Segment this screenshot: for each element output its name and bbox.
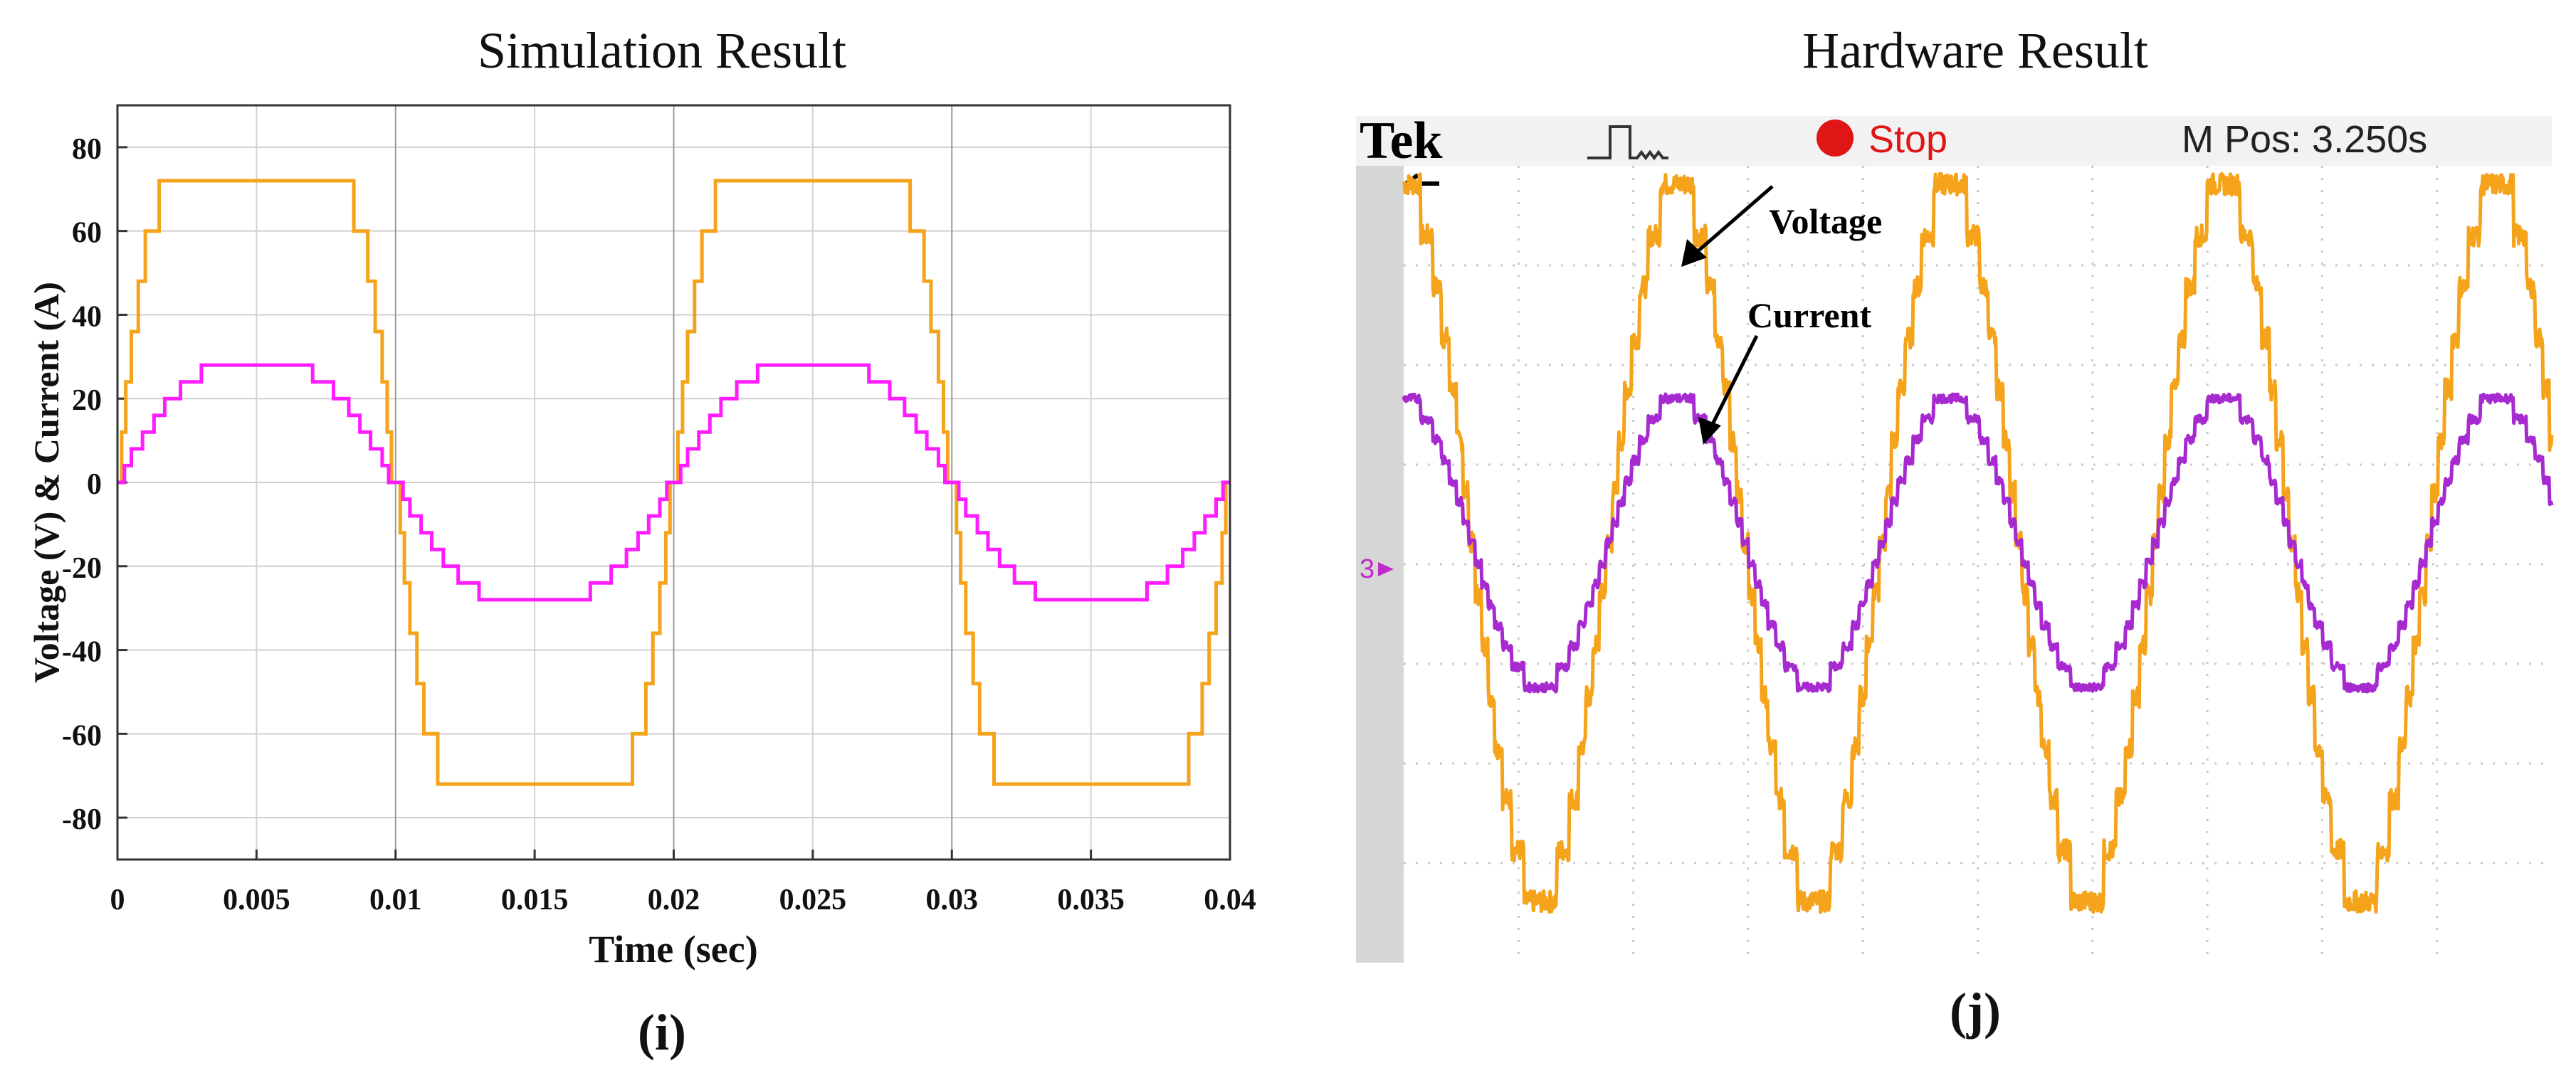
simulation-title: Simulation Result bbox=[478, 22, 846, 79]
stop-icon bbox=[1817, 120, 1854, 157]
simulation-x-axis-label: Time (sec) bbox=[589, 928, 757, 971]
series-current bbox=[117, 363, 1230, 602]
y-tick-label: 0 bbox=[87, 468, 102, 501]
hardware-title: Hardware Result bbox=[1802, 22, 2148, 79]
x-tick-label: 0.04 bbox=[1204, 884, 1256, 916]
current-annotation-arrow bbox=[1706, 334, 1759, 434]
x-tick-label: 0.025 bbox=[779, 884, 847, 916]
simulation-y-axis-label: Voltage (V) & Current (A) bbox=[26, 282, 66, 683]
current-annotation: Current bbox=[1747, 295, 1871, 335]
channel-marker-arrow-icon bbox=[1378, 562, 1394, 576]
x-tick-label: 0.005 bbox=[223, 884, 290, 916]
simulation-caption: (i) bbox=[638, 1004, 686, 1061]
scope-brand: Tek bbox=[1360, 112, 1443, 170]
simulation-grid bbox=[117, 105, 1230, 860]
voltage-arrowhead-icon bbox=[1681, 239, 1707, 267]
y-tick-label: 40 bbox=[72, 300, 102, 333]
y-tick-label: 80 bbox=[72, 133, 102, 166]
y-tick-label: 20 bbox=[72, 384, 102, 417]
scope-series-voltage bbox=[1402, 171, 2554, 914]
scope-grid bbox=[1404, 166, 2552, 963]
simulation-series bbox=[117, 179, 1230, 786]
hardware-panel: Hardware Result Tek Stop M Pos: 3.250s 3… bbox=[1356, 22, 2554, 1040]
simulation-panel: Simulation Result 80 60 40 20 0 -20 -40 -60 -80 0… bbox=[26, 22, 1256, 1061]
y-tick-label: -80 bbox=[62, 803, 102, 836]
simulation-tick-labels: 80 60 40 20 0 -20 -40 -60 -80 0 0.005 0.01 0.015 0.02… bbox=[62, 133, 1256, 916]
x-tick-label: 0.01 bbox=[369, 884, 422, 916]
y-tick-label: -40 bbox=[62, 636, 102, 669]
simulation-plot-frame bbox=[116, 104, 1231, 861]
x-tick-label: 0.035 bbox=[1057, 884, 1125, 916]
current-arrowhead-icon bbox=[1698, 417, 1721, 445]
y-tick-label: -60 bbox=[62, 719, 102, 752]
scope-header-bar bbox=[1356, 116, 2552, 166]
voltage-annotation-arrow bbox=[1689, 185, 1774, 259]
hardware-caption: (j) bbox=[1950, 983, 2001, 1040]
channel-marker: 3 bbox=[1360, 554, 1374, 584]
scope-mpos-label: M Pos: 3.250s bbox=[2182, 118, 2427, 161]
y-tick-label: 60 bbox=[72, 217, 102, 250]
x-tick-label: 0.02 bbox=[648, 884, 700, 916]
y-tick-label: -20 bbox=[62, 552, 102, 585]
x-tick-label: 0.03 bbox=[926, 884, 979, 916]
scope-series-current bbox=[1402, 392, 2554, 694]
scope-series bbox=[1402, 171, 2554, 914]
scope-state-label: Stop bbox=[1868, 118, 1947, 161]
pulse-icon bbox=[1587, 125, 1668, 161]
voltage-annotation: Voltage bbox=[1769, 201, 1882, 241]
x-tick-label: 0 bbox=[110, 884, 125, 916]
x-tick-label: 0.015 bbox=[501, 884, 569, 916]
